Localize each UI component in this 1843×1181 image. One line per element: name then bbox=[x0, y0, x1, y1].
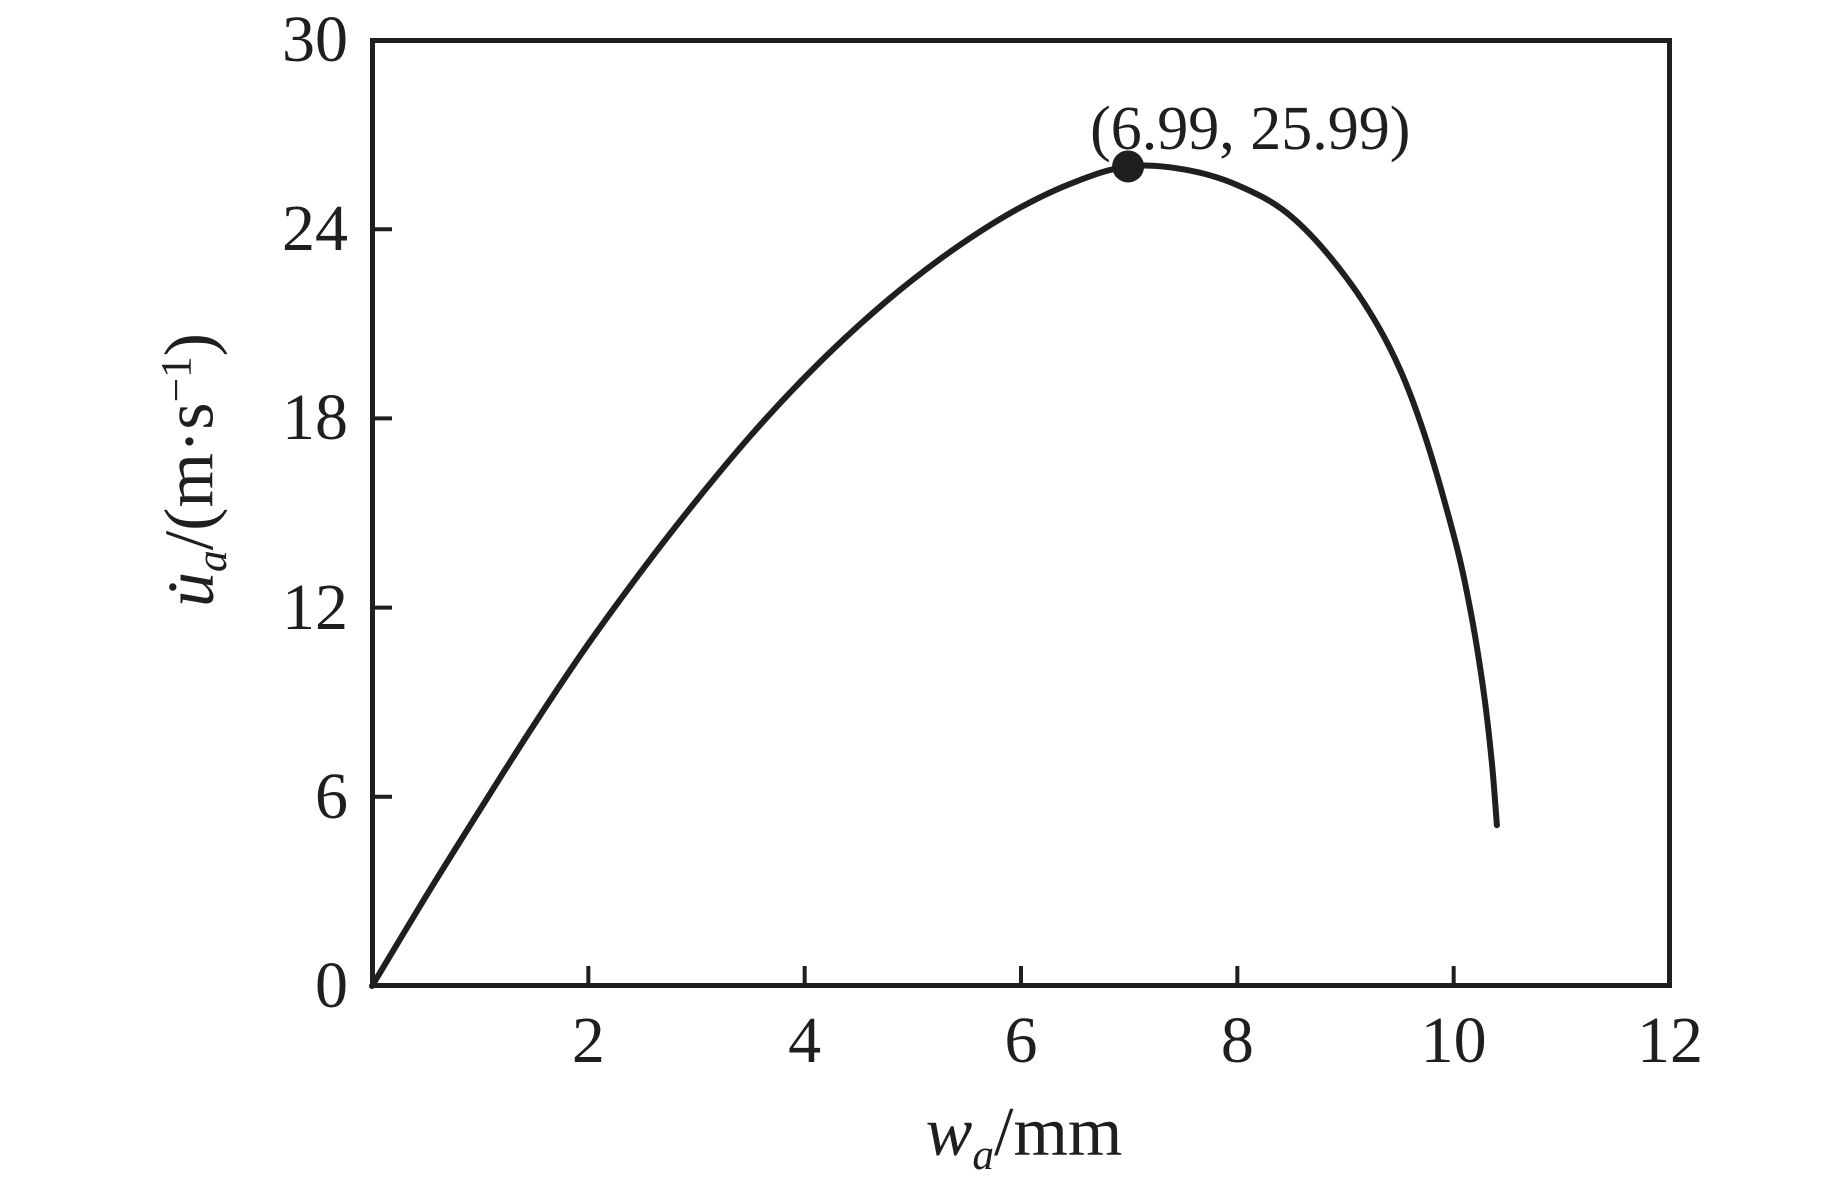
x-tick-label: 8 bbox=[1220, 1004, 1254, 1077]
y-axis-unit-prefix: /(m·s bbox=[151, 402, 229, 551]
data-curve bbox=[369, 162, 1500, 989]
x-tick-label: 12 bbox=[1637, 1004, 1703, 1077]
x-axis-ticks bbox=[586, 966, 1672, 984]
y-axis-unit-superscript: −1 bbox=[152, 356, 201, 403]
y-tick-label: 18 bbox=[282, 381, 348, 455]
y-axis-subscript: a bbox=[188, 550, 237, 572]
x-tick-label: 4 bbox=[788, 1004, 822, 1077]
x-axis-subscript: a bbox=[972, 1130, 995, 1179]
y-tick-label: 0 bbox=[315, 949, 348, 1022]
x-axis-unit: /mm bbox=[994, 1094, 1123, 1171]
y-axis-unit-suffix: ) bbox=[151, 333, 229, 357]
x-tick-label: 10 bbox=[1420, 1004, 1487, 1077]
y-tick-label: 12 bbox=[282, 570, 348, 644]
y-tick-label: 24 bbox=[282, 192, 348, 266]
peak-marker-dot bbox=[1112, 150, 1145, 183]
x-axis-variable: w bbox=[925, 1094, 973, 1171]
plot-border bbox=[370, 38, 1672, 988]
x-tick-label: 2 bbox=[571, 1004, 605, 1077]
y-axis-ticks bbox=[374, 227, 392, 799]
y-axis-variable: u̇ bbox=[151, 571, 229, 607]
x-axis-label: wa/mm bbox=[926, 1098, 1123, 1177]
y-axis-label: u̇a/(m·s−1) bbox=[151, 333, 237, 607]
y-tick-label: 30 bbox=[282, 3, 348, 76]
peak-annotation: (6.99, 25.99) bbox=[1090, 98, 1410, 160]
peak-annotation-text: (6.99, 25.99) bbox=[1090, 95, 1411, 164]
y-tick-label: 6 bbox=[315, 759, 348, 833]
x-tick-label: 6 bbox=[1004, 1004, 1038, 1077]
